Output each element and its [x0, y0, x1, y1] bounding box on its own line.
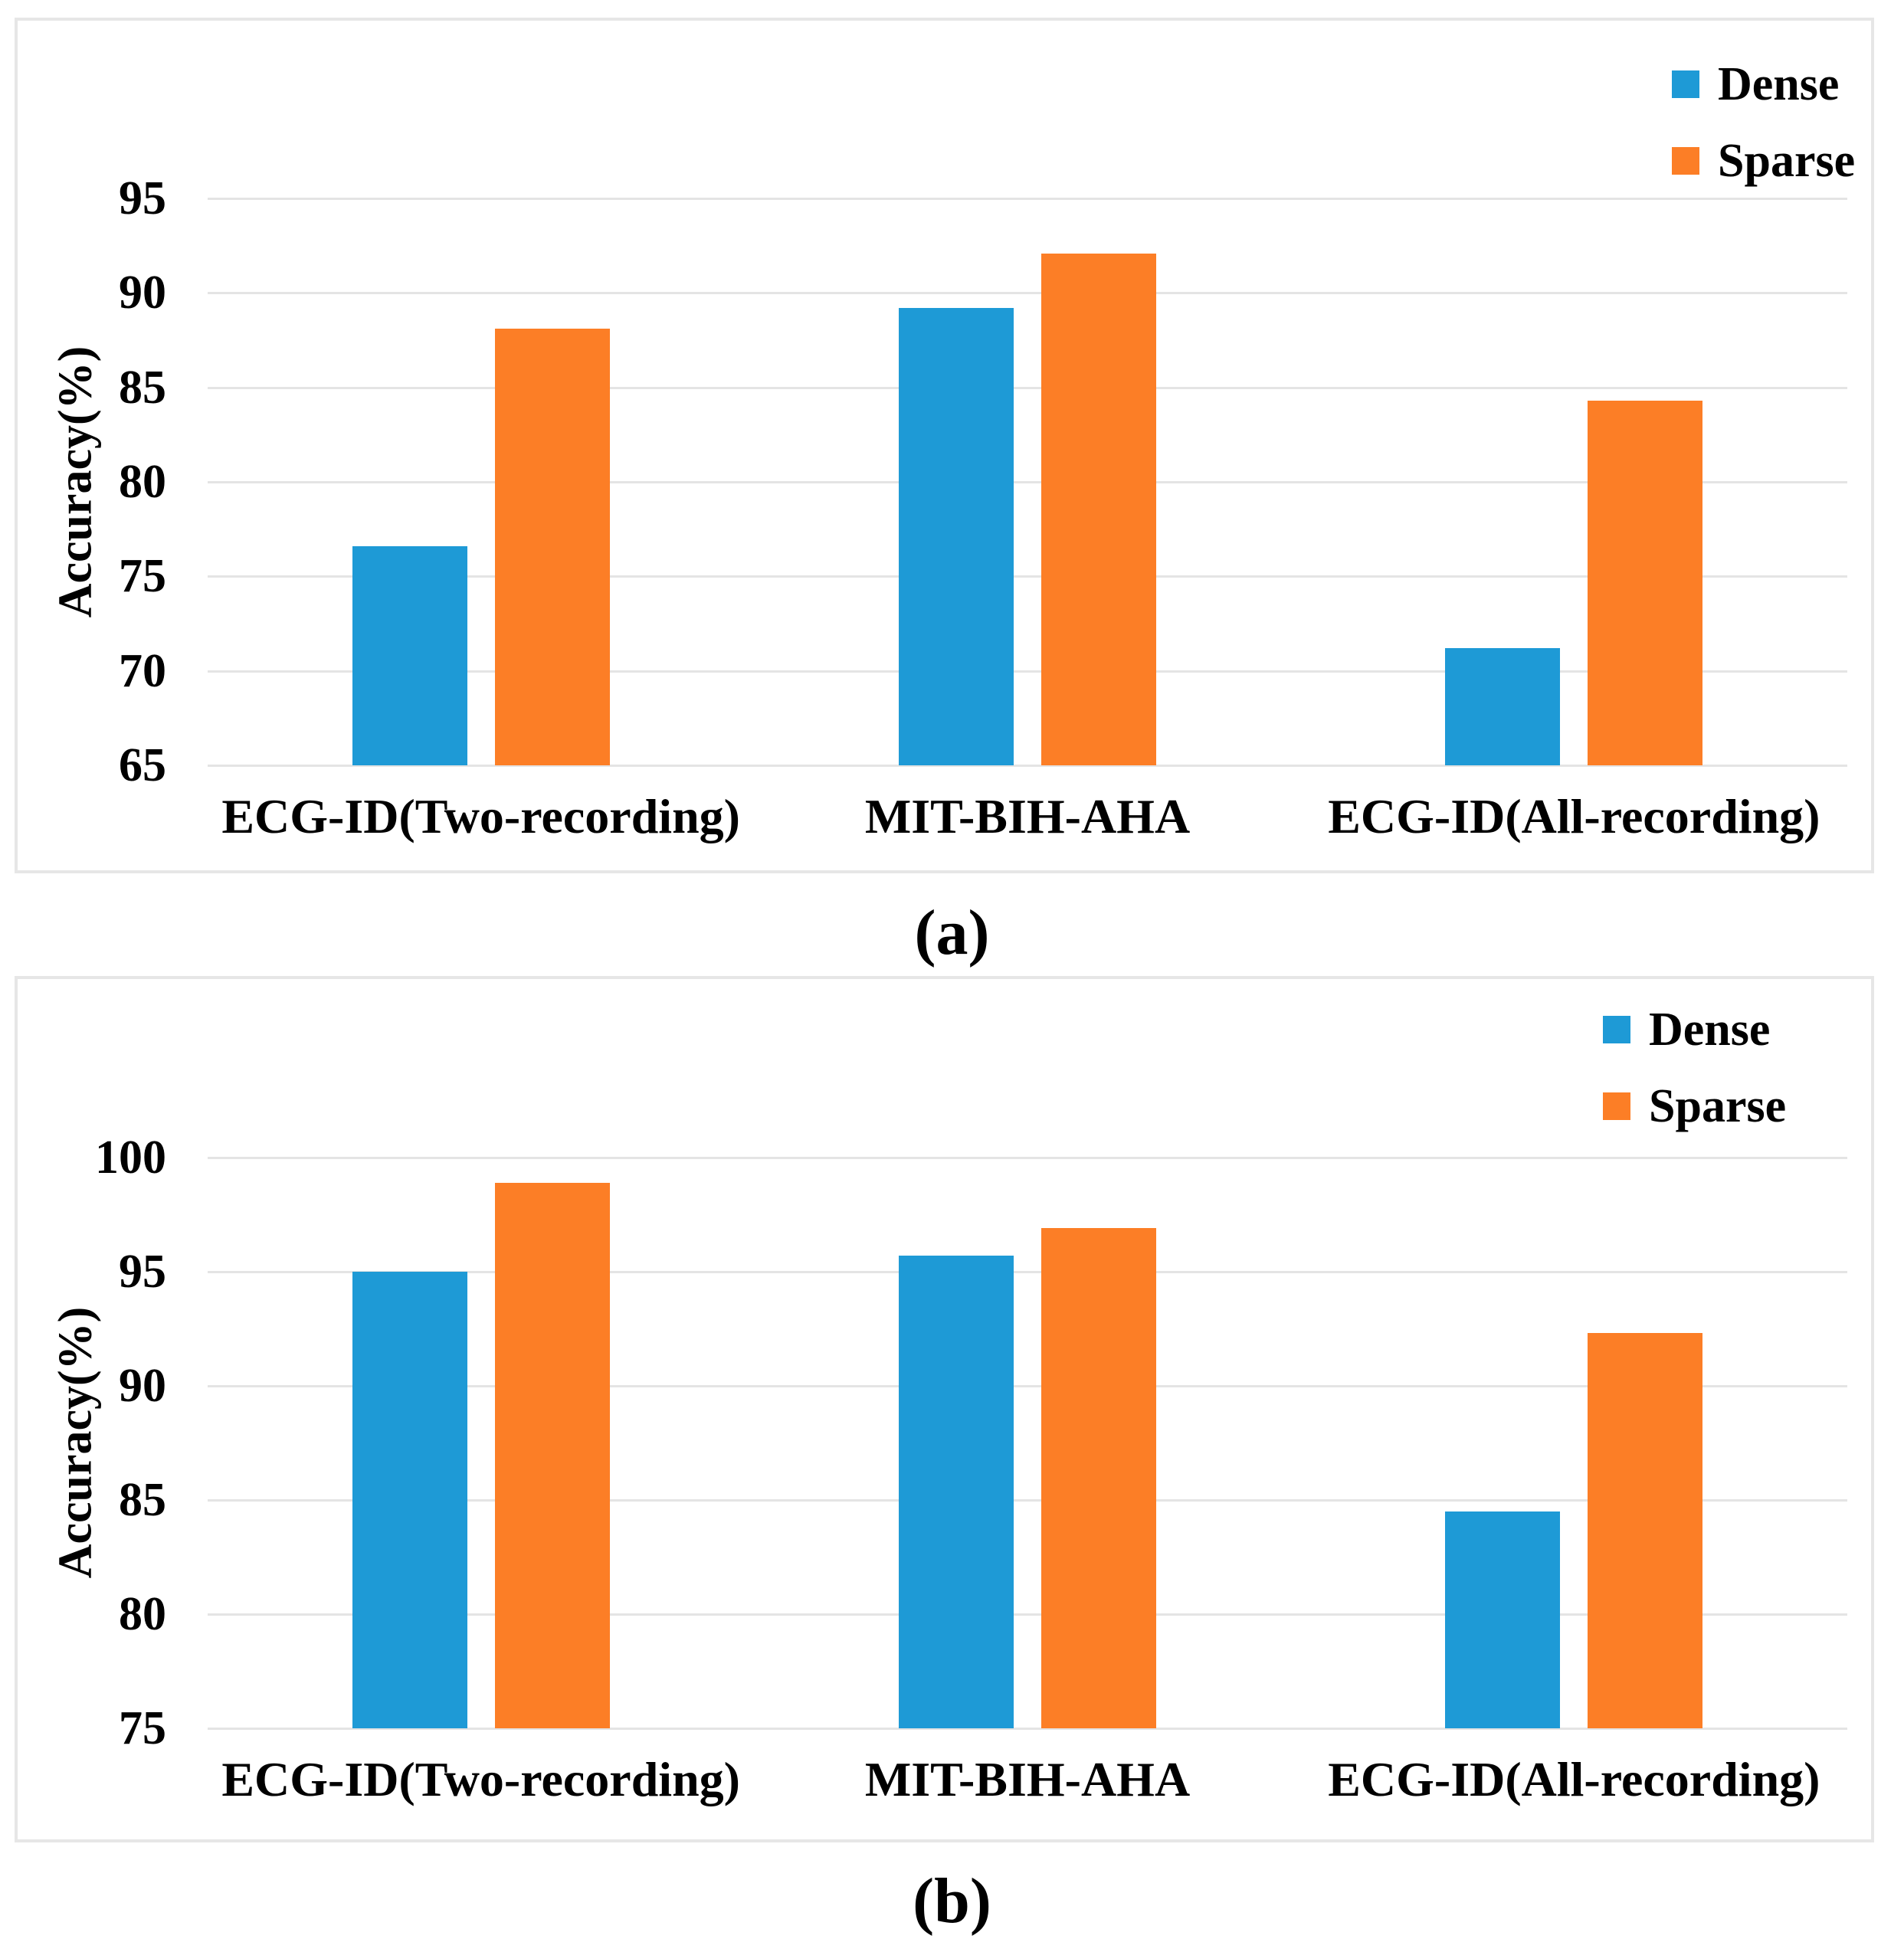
plot-area-a: 65 70 75 80 85 90 95 ECG-ID(Two-recording) MIT-B…: [119, 21, 1847, 870]
plot-area-b: 75 80 85 90 95 100 ECG-ID(Two-recording) MIT-BI…: [95, 979, 1847, 1839]
gridline: [208, 1385, 1847, 1387]
bar-dense-1: [899, 1256, 1014, 1728]
bar-dense-0: [352, 545, 467, 765]
legend: Dense Sparse: [1672, 61, 1855, 185]
y-tick-label: 75: [119, 550, 166, 603]
x-category-label: MIT-BIH-AHA: [864, 1752, 1191, 1806]
gridline: [208, 386, 1847, 389]
legend-label-sparse: Sparse: [1718, 135, 1856, 187]
gridline: [208, 198, 1847, 200]
y-tick-label: 95: [119, 172, 166, 224]
legend-item-sparse: Sparse: [1603, 1082, 1786, 1130]
caption-a: (a): [914, 897, 990, 968]
legend-item-dense: Dense: [1672, 61, 1855, 108]
y-tick-label: 85: [119, 1474, 166, 1526]
gridline: [208, 575, 1847, 578]
gridline: [208, 1157, 1847, 1159]
gridline: [208, 292, 1847, 295]
legend-item-sparse: Sparse: [1672, 137, 1855, 185]
y-tick-label: 70: [119, 644, 166, 697]
y-tick-label: 80: [119, 1588, 166, 1640]
dense-swatch-icon: [1603, 1016, 1630, 1043]
gridline: [208, 1613, 1847, 1616]
gridline: [208, 1728, 1847, 1730]
gridline: [208, 481, 1847, 483]
panel-a: Accuracy(%) 65 70 75 80 85 90 95 ECG-ID(Two-rec…: [15, 18, 1874, 873]
bar-sparse-2: [1588, 400, 1703, 765]
caption-b: (b): [913, 1865, 991, 1937]
y-tick-label: 80: [119, 456, 166, 508]
sparse-swatch-icon: [1672, 147, 1699, 175]
legend-item-dense: Dense: [1603, 1006, 1786, 1053]
bar-sparse-0: [494, 1182, 610, 1728]
panel-b: Accuracy(%) 75 80 85 90 95 100 ECG-ID(Two-reco…: [15, 976, 1874, 1842]
y-tick-label: 95: [119, 1246, 166, 1298]
y-tick-label: 90: [119, 267, 166, 319]
y-tick-label: 85: [119, 361, 166, 414]
bar-dense-1: [899, 308, 1014, 765]
sparse-swatch-icon: [1603, 1092, 1630, 1120]
x-category-label: ECG-ID(Two-recording): [221, 789, 740, 843]
x-category-label: ECG-ID(All-recording): [1328, 1752, 1820, 1806]
bar-dense-0: [352, 1272, 467, 1728]
legend-label-sparse: Sparse: [1649, 1080, 1787, 1132]
bar-sparse-0: [494, 329, 610, 765]
bar-sparse-2: [1588, 1333, 1703, 1728]
bar-sparse-1: [1041, 1228, 1156, 1728]
bar-dense-2: [1445, 1511, 1561, 1728]
legend-label-dense: Dense: [1649, 1004, 1771, 1056]
y-tick-label: 100: [95, 1132, 166, 1184]
y-axis-title: Accuracy(%): [49, 1306, 102, 1579]
x-category-label: ECG-ID(Two-recording): [221, 1752, 740, 1806]
y-tick-label: 75: [119, 1702, 166, 1754]
legend: Dense Sparse: [1603, 1006, 1786, 1130]
y-tick-label: 65: [119, 739, 166, 791]
bar-dense-2: [1445, 648, 1561, 765]
gridline: [208, 765, 1847, 767]
gridline: [208, 1271, 1847, 1273]
x-category-label: MIT-BIH-AHA: [864, 789, 1191, 843]
dense-swatch-icon: [1672, 70, 1699, 98]
gridline: [208, 1499, 1847, 1502]
bar-sparse-1: [1041, 253, 1156, 765]
legend-label-dense: Dense: [1718, 58, 1840, 110]
gridline: [208, 670, 1847, 673]
y-tick-label: 90: [119, 1360, 166, 1412]
x-category-label: ECG-ID(All-recording): [1328, 789, 1820, 843]
